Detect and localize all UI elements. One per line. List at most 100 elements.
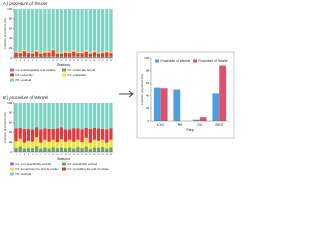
bar-segment (18, 127, 22, 139)
bar-segment (59, 56, 64, 58)
bar-segment (39, 103, 43, 130)
bar-segment (80, 103, 84, 130)
x-tick-label: 19 (89, 154, 92, 156)
legend-label: F2: carbonate bound (68, 68, 96, 72)
y-tick-label: 40 (9, 130, 13, 134)
bar-segment (51, 103, 55, 129)
bar-segment (35, 127, 39, 138)
x-tick-label: RE (178, 123, 184, 127)
bar-segment (39, 9, 43, 53)
x-tick-label: 6 (36, 154, 38, 156)
y-tick-label: 20 (9, 46, 13, 50)
x-tick-label: 4 (28, 154, 30, 156)
bar-segment (22, 151, 26, 152)
bar-segment (84, 9, 88, 51)
y-tick-label: 100 (144, 56, 149, 60)
bar-segment (80, 9, 84, 53)
bar-segment (109, 9, 113, 53)
y-tick-label: 20 (9, 140, 13, 144)
legend-swatch (10, 172, 14, 176)
bar-segment (72, 141, 76, 149)
bar-segment (84, 56, 88, 58)
bar-segment (14, 52, 18, 57)
bar-segment (101, 53, 105, 57)
bar-segment (101, 52, 105, 54)
bar-segment (76, 150, 80, 152)
bar-segment (22, 142, 26, 149)
bar-segment (72, 51, 76, 57)
bar-segment (96, 128, 101, 141)
y-axis-label: Fraction proportion (%) (3, 112, 7, 143)
bar-segment (72, 9, 76, 51)
bar-segment (101, 103, 105, 129)
bar-segment (59, 52, 64, 54)
x-tick-label: OX (197, 123, 203, 127)
bar-segment (96, 140, 101, 148)
x-tick-label: 24 (110, 154, 113, 156)
x-tick-label: 7 (40, 154, 42, 156)
bar-segment (43, 128, 47, 140)
y-tick-label: 40 (146, 94, 150, 98)
bar-segment (59, 9, 64, 53)
x-tick-label: 2 (20, 154, 22, 156)
bar-segment (105, 151, 109, 152)
bar-segment (88, 103, 92, 129)
bar-segment (43, 51, 47, 53)
bar-segment (55, 53, 59, 57)
bar-segment (35, 146, 39, 151)
bar-segment (72, 148, 76, 152)
bar-segment (109, 53, 113, 57)
bar-segment (14, 56, 18, 58)
bar-segment (105, 52, 109, 57)
legend-swatch (10, 68, 14, 72)
y-tick-label: 0 (11, 150, 13, 154)
bar-segment (80, 56, 84, 58)
bar-segment (43, 151, 47, 152)
x-tick-label: 20 (93, 154, 96, 156)
x-tick-label: 15 (73, 154, 76, 156)
y-axis-label: Fraction proportion (%) (140, 74, 144, 105)
bar-segment (51, 48, 55, 51)
bar-segment (63, 56, 68, 58)
bar-segment (84, 103, 88, 128)
bar-segment (88, 57, 92, 58)
bar-segment (14, 148, 18, 152)
x-tick-label: 1 (16, 154, 18, 156)
bar-segment (35, 137, 39, 147)
x-tick-label: 6 (36, 60, 38, 62)
x-tick-label: 23 (106, 60, 109, 62)
bar-segment (22, 9, 26, 50)
bar-segment (43, 52, 47, 57)
bar-segment (51, 57, 55, 58)
legend-swatch (155, 59, 159, 63)
bar-segment (47, 148, 51, 152)
bar-segment (92, 151, 97, 152)
x-tick-label: 16 (77, 154, 80, 156)
bar-segment (101, 128, 105, 140)
bar-segment (39, 52, 43, 54)
y-tick-label: 100 (7, 7, 12, 11)
y-tick-label: 60 (146, 81, 150, 85)
x-tick-label: 17 (81, 154, 84, 156)
bar-segment (43, 103, 47, 129)
x-tick-label: 16 (77, 60, 80, 62)
legend-label: F5: residual (16, 172, 32, 176)
bar (173, 89, 181, 121)
bar-segment (68, 103, 72, 130)
bar-segment (14, 151, 18, 152)
bar-segment (101, 151, 105, 152)
x-axis-label: Stations (57, 157, 70, 161)
bar-segment (76, 147, 80, 151)
bar-segment (101, 147, 105, 152)
x-tick-label: 14 (69, 154, 72, 156)
bar-segment (96, 103, 101, 129)
legend-swatch (10, 78, 14, 82)
x-tick-label: 9 (49, 60, 51, 62)
x-tick-label: 7 (40, 60, 42, 62)
bar-segment (76, 53, 80, 57)
bar-segment (14, 141, 18, 149)
bar-segment (96, 9, 101, 53)
y-tick-label: 100 (7, 101, 12, 105)
bar-segment (39, 56, 43, 58)
